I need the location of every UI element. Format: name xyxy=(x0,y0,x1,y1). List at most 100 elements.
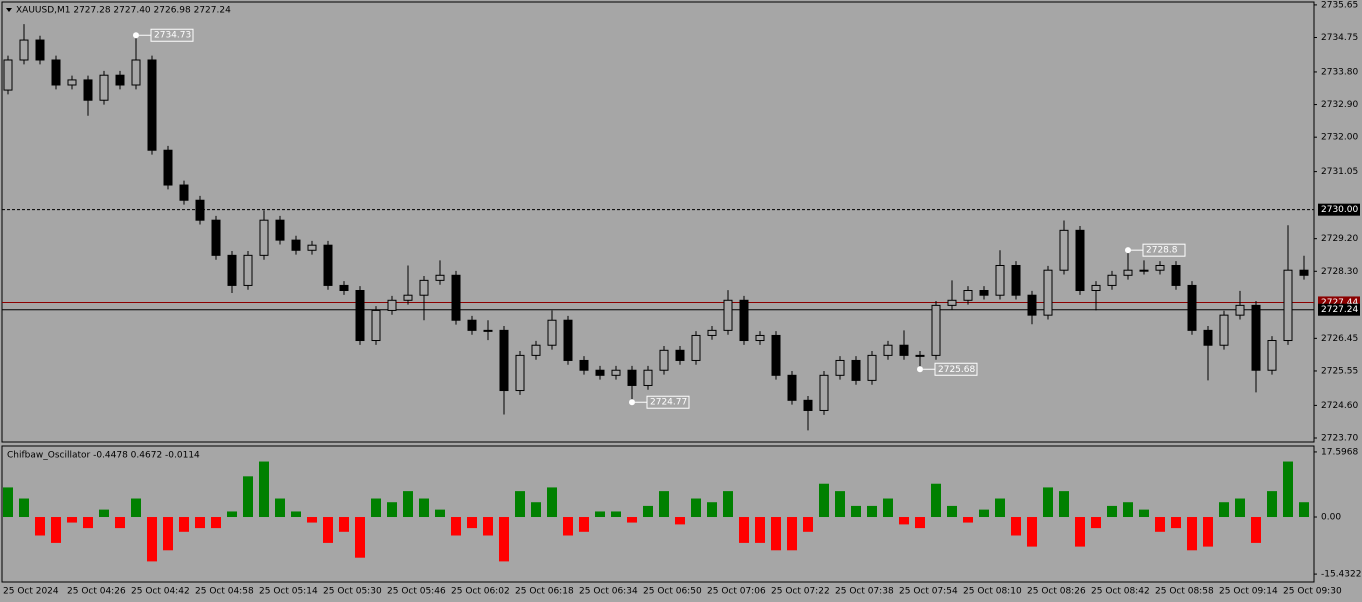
oscillator-bar xyxy=(1027,517,1037,547)
x-tick-label: 25 Oct 04:58 xyxy=(195,587,254,597)
oscillator-bar xyxy=(675,517,685,525)
candle-body xyxy=(1235,304,1245,316)
x-tick-label: 25 Oct 2024 xyxy=(3,587,59,597)
candle-body xyxy=(1219,314,1229,346)
candle-body xyxy=(419,279,429,296)
x-tick-label: 25 Oct 07:54 xyxy=(899,587,958,597)
oscillator-bar xyxy=(1139,509,1149,518)
candle-body xyxy=(163,149,173,186)
candle-body xyxy=(899,344,909,356)
y-tick-label: 17.5968 xyxy=(1321,447,1358,457)
candle-body xyxy=(1059,229,1069,271)
candle-body xyxy=(451,274,461,321)
y-tick-label: 2723.70 xyxy=(1321,434,1358,444)
oscillator-bar xyxy=(67,517,77,523)
candle-body xyxy=(1171,264,1181,286)
oscillator-bar xyxy=(227,511,237,518)
oscillator-bar xyxy=(51,517,61,543)
x-tick-label: 25 Oct 07:06 xyxy=(707,587,766,597)
candle-body xyxy=(19,39,29,61)
candle-body xyxy=(499,329,509,392)
x-tick-label: 25 Oct 09:14 xyxy=(1219,587,1278,597)
candle-body xyxy=(1251,304,1261,371)
oscillator-bar xyxy=(147,517,157,562)
x-tick-label: 25 Oct 05:14 xyxy=(259,587,318,597)
oscillator-bar xyxy=(515,491,525,518)
annotation-label: 2728.8 xyxy=(1146,246,1178,256)
x-tick-label: 25 Oct 06:50 xyxy=(643,587,702,597)
candle-body xyxy=(963,290,973,301)
x-tick-label: 25 Oct 08:10 xyxy=(963,587,1022,597)
oscillator-bar xyxy=(307,517,317,523)
y-tick-label: 2732.90 xyxy=(1321,100,1358,110)
annotation-dot xyxy=(629,399,635,406)
candle-body xyxy=(195,199,205,221)
oscillator-bar xyxy=(595,511,605,518)
oscillator-bar xyxy=(275,498,285,518)
candle-body xyxy=(67,79,77,86)
oscillator-bar xyxy=(963,517,973,523)
oscillator-bar xyxy=(1075,517,1085,547)
candle-body xyxy=(563,319,573,361)
candle-body xyxy=(659,349,669,371)
annotation-box xyxy=(934,362,978,376)
y-tick-label: 2729.20 xyxy=(1321,234,1358,244)
candle-body xyxy=(1187,284,1197,331)
candle-body xyxy=(1155,264,1165,271)
oscillator-bar xyxy=(3,487,13,518)
oscillator-bar xyxy=(259,461,269,518)
price-label: 2727.44 xyxy=(1321,298,1358,308)
candle-body xyxy=(531,344,541,356)
oscillator-bar xyxy=(1059,491,1069,518)
annotation-dot xyxy=(917,366,923,373)
candle-body xyxy=(35,39,45,61)
candle-body xyxy=(147,59,157,151)
x-tick-label: 25 Oct 04:26 xyxy=(67,587,126,597)
oscillator-bar xyxy=(131,498,141,518)
oscillator-bar xyxy=(931,483,941,518)
candle-body xyxy=(803,399,813,411)
oscillator-bar xyxy=(211,517,221,529)
oscillator-bar xyxy=(739,517,749,543)
menu-arrow xyxy=(6,8,12,12)
price-label: 2727.24 xyxy=(1321,305,1358,315)
oscillator-bar xyxy=(387,502,397,518)
main-panel-frame xyxy=(1,1,1315,443)
oscillator-bar xyxy=(35,517,45,536)
candle-body xyxy=(1139,269,1149,272)
chart-title: XAUUSD,M1 2727.28 2727.40 2726.98 2727.2… xyxy=(16,6,231,16)
candle-body xyxy=(483,329,493,332)
y-tick-label: 2728.30 xyxy=(1321,267,1358,277)
candle-body xyxy=(179,184,189,201)
oscillator-bar xyxy=(803,517,813,532)
candle-body xyxy=(915,354,925,357)
oscillator-bar xyxy=(1171,517,1181,529)
oscillator-bar xyxy=(899,517,909,525)
x-tick-label: 25 Oct 08:26 xyxy=(1027,587,1086,597)
oscillator-bar xyxy=(755,517,765,543)
oscillator-bar xyxy=(563,517,573,536)
oscillator-bar xyxy=(627,517,637,523)
oscillator-bar xyxy=(611,511,621,518)
annotation-dot xyxy=(1125,247,1131,254)
x-tick-label: 25 Oct 05:30 xyxy=(323,587,382,597)
candle-body xyxy=(675,349,685,361)
oscillator-bar xyxy=(1043,487,1053,518)
oscillator-bar xyxy=(1267,491,1277,518)
oscillator-bar xyxy=(355,517,365,558)
oscillator-bar xyxy=(547,487,557,518)
candle-body xyxy=(947,299,957,306)
oscillator-bar xyxy=(1011,517,1021,536)
candle-body xyxy=(371,309,381,342)
oscillator-bar xyxy=(643,505,653,518)
annotation-box xyxy=(1142,243,1186,257)
y-tick-label: 2725.55 xyxy=(1321,366,1358,376)
annotation-box xyxy=(150,28,194,42)
candle-body xyxy=(595,369,605,376)
oscillator-bar xyxy=(787,517,797,551)
oscillator-bar xyxy=(195,517,205,529)
oscillator-bar xyxy=(1283,461,1293,518)
oscillator-bar xyxy=(1251,517,1261,543)
candle-body xyxy=(883,344,893,356)
